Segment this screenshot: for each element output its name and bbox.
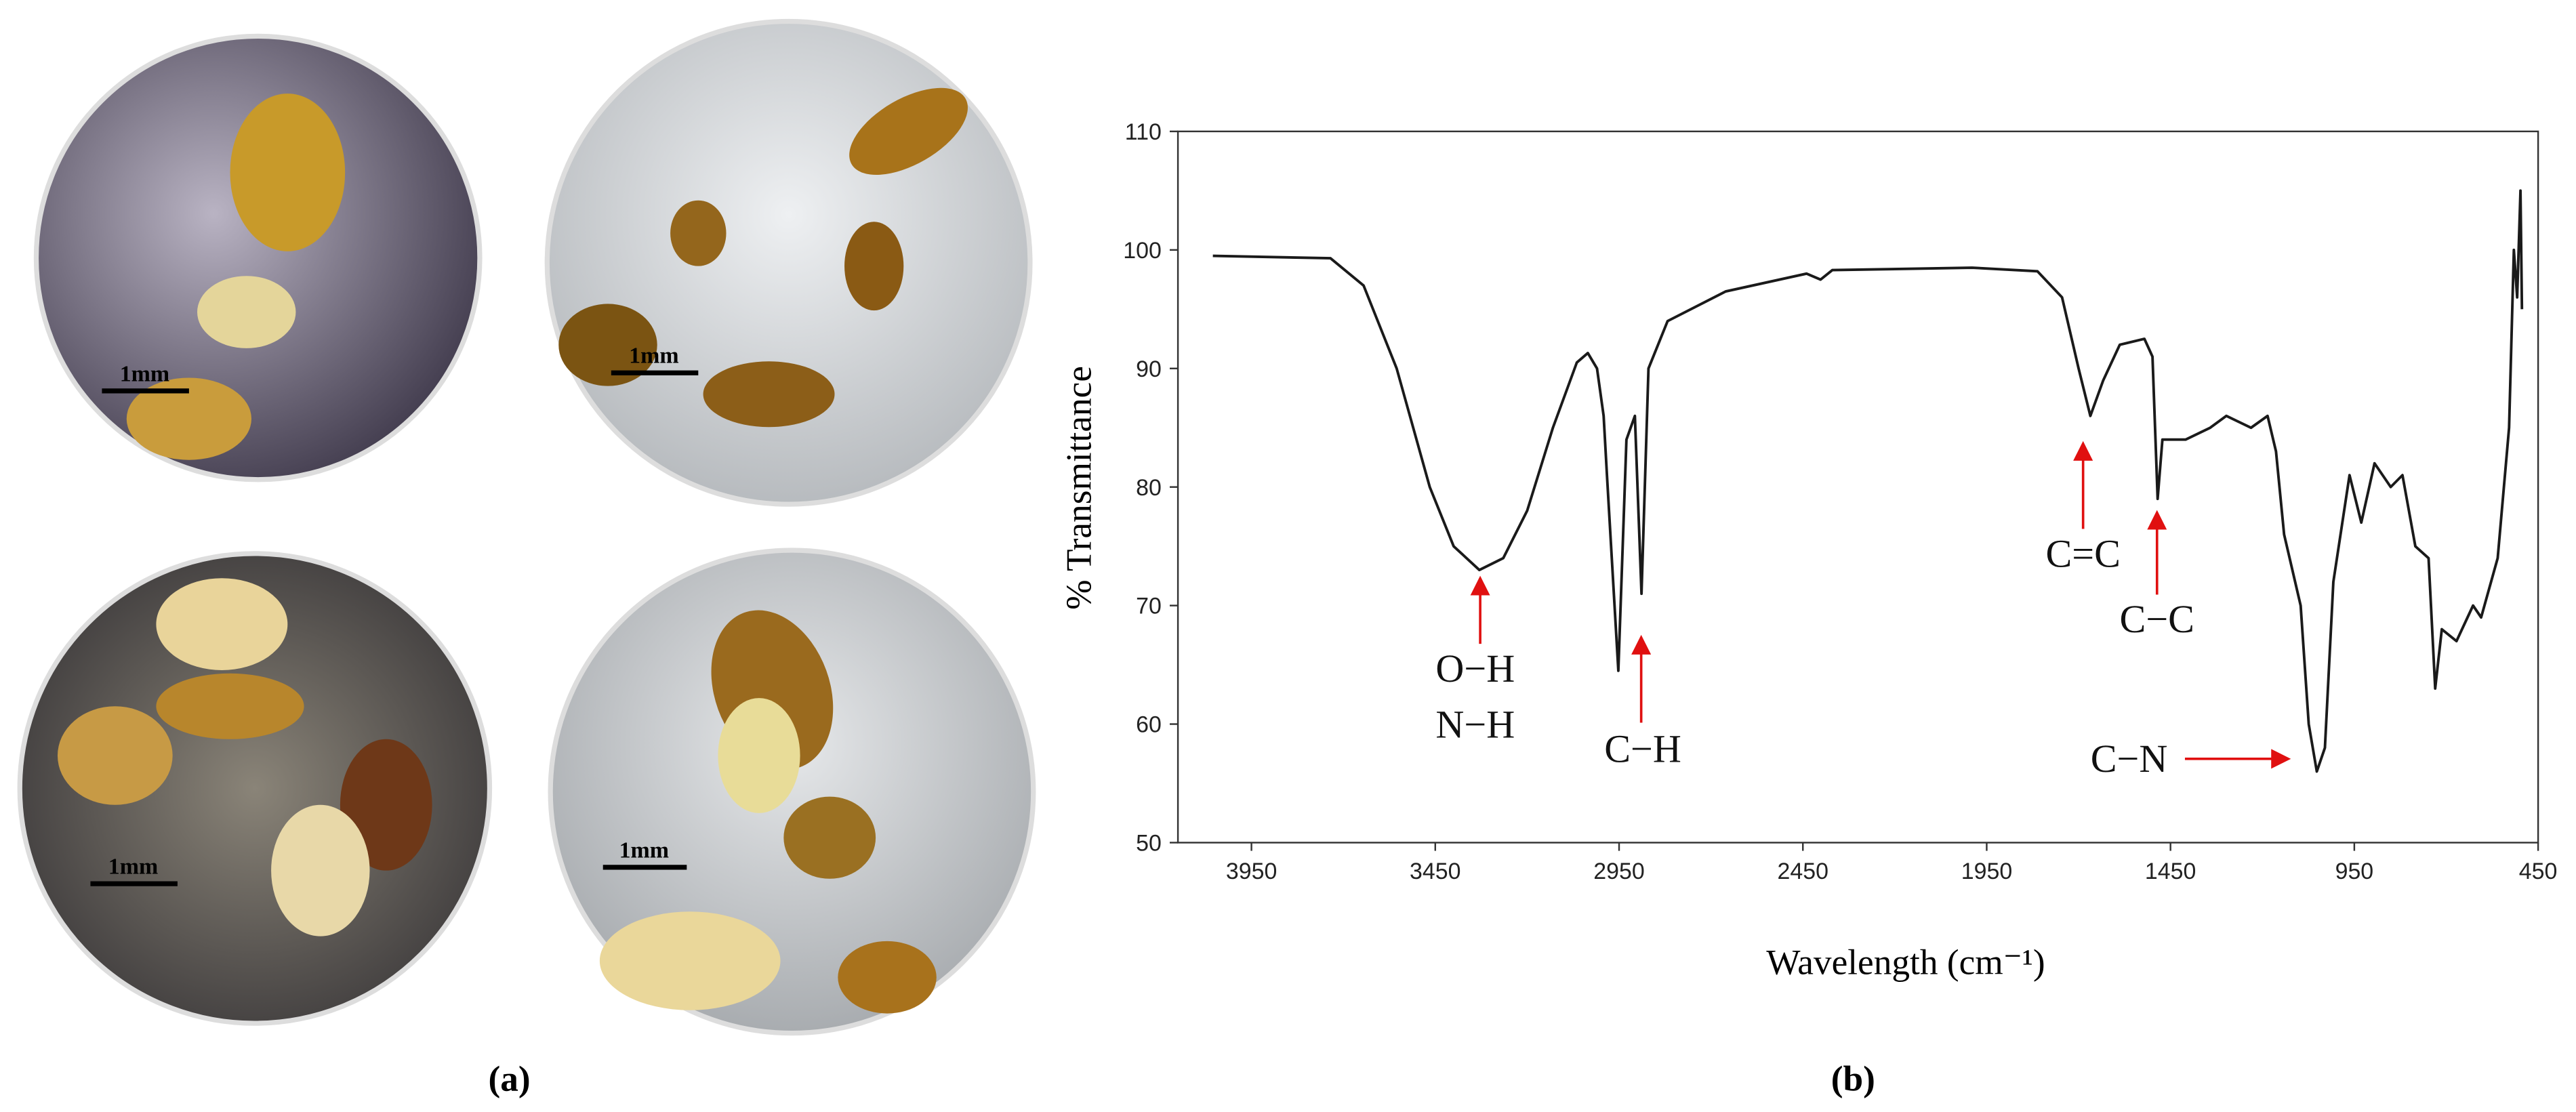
panel-label: (b) (1831, 1058, 1875, 1098)
y-tick-label: 110 (1125, 119, 1162, 145)
photo-panel: 1mm 1mm 1mm 1mm (17, 18, 1036, 1036)
scale-bar-label: 1mm (120, 361, 169, 386)
particle (197, 276, 296, 348)
scale-bar-label: 1mm (108, 854, 158, 880)
particle (838, 941, 937, 1014)
particle (670, 200, 727, 266)
particle (849, 87, 968, 176)
y-tick-label: 100 (1123, 238, 1162, 264)
particle (156, 578, 288, 670)
x-tick-label: 3450 (1410, 859, 1460, 884)
x-axis-label: Wavelength (cm⁻¹) (1766, 941, 2045, 982)
x-tick-label: 2450 (1778, 859, 1828, 884)
annotation: C=C (2045, 531, 2120, 575)
y-tick-label: 60 (1136, 712, 1162, 738)
y-axis-label: % Transmittance (1059, 366, 1099, 610)
annotation: O−H (1435, 646, 1515, 691)
scale-bar-label: 1mm (619, 838, 669, 863)
annotation: C−C (2120, 597, 2194, 641)
particle (558, 304, 657, 386)
annotation: C−N (2091, 737, 2168, 781)
spectrum-line (1212, 189, 2524, 773)
x-tick-label: 1950 (1961, 859, 2012, 884)
annotation: C−H (1604, 727, 1681, 771)
particle (126, 377, 252, 460)
y-tick-label: 90 (1136, 356, 1162, 382)
scale-bar-label: 1mm (629, 344, 678, 369)
particle (156, 673, 304, 739)
particle (271, 804, 370, 936)
annotation: N−H (1435, 702, 1515, 746)
x-tick-label: 450 (2519, 859, 2558, 884)
y-tick-label: 70 (1136, 594, 1162, 619)
plot-frame (1177, 130, 2539, 844)
chart: Wavelength (cm⁻¹) % Transmittance 50 60 70… (1059, 119, 2558, 982)
x-tick-label: 950 (2335, 859, 2374, 884)
x-tick-label: 3950 (1226, 859, 1277, 884)
photo (17, 551, 493, 1026)
particle (844, 222, 904, 311)
photo (33, 33, 483, 482)
particle (599, 911, 781, 1010)
x-tick-label: 1450 (2145, 859, 2196, 884)
particle (718, 698, 800, 813)
particle (783, 796, 876, 879)
x-tick-label: 2950 (1593, 859, 1644, 884)
particle (57, 706, 173, 805)
panel-label: (a) (488, 1058, 530, 1098)
photo (548, 548, 1036, 1036)
particle (703, 361, 835, 428)
y-tick-label: 80 (1136, 475, 1162, 501)
y-tick-label: 50 (1136, 831, 1162, 857)
particle (230, 94, 346, 251)
particle (340, 739, 432, 871)
